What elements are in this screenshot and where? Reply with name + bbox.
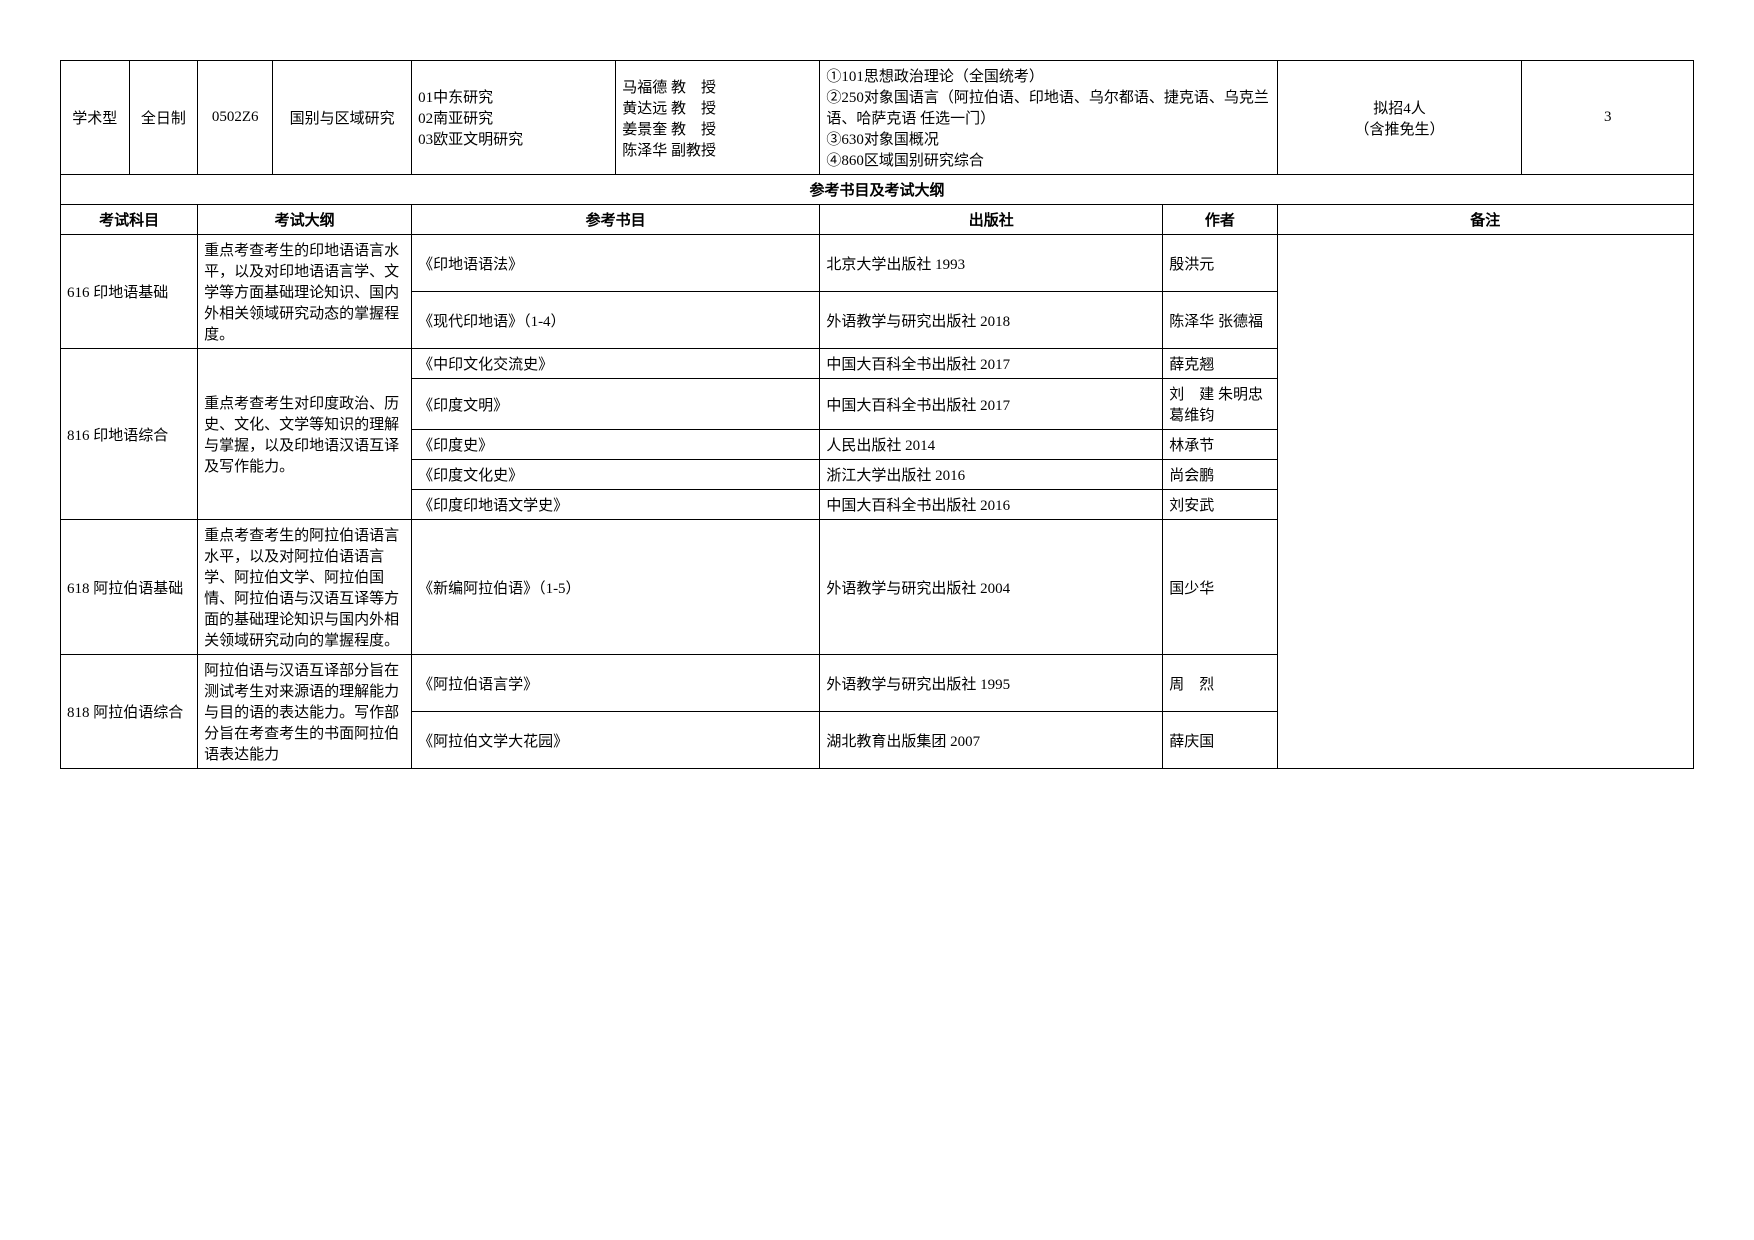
table-row: 616 印地语基础 重点考查考生的印地语语言水平，以及对印地语语言学、文学等方面… (61, 235, 1694, 292)
outline-cell: 阿拉伯语与汉语互译部分旨在测试考生对来源语的理解能力与目的语的表达能力。写作部分… (198, 655, 412, 769)
publisher-cell: 中国大百科全书出版社 2017 (820, 349, 1163, 379)
book-title: 《印度文化史》 (412, 460, 820, 490)
major-code: 0502Z6 (198, 61, 273, 175)
author-cell: 薛庆国 (1163, 712, 1277, 769)
book-title: 《印度印地语文学史》 (412, 490, 820, 520)
author-cell: 国少华 (1163, 520, 1277, 655)
author-cell: 陈泽华 张德福 (1163, 292, 1277, 349)
book-title: 《印度史》 (412, 430, 820, 460)
outline-cell: 重点考查考生对印度政治、历史、文化、文学等知识的理解与掌握，以及印地语汉语互译及… (198, 349, 412, 520)
book-title: 《现代印地语》（1-4） (412, 292, 820, 349)
publisher-cell: 中国大百科全书出版社 2016 (820, 490, 1163, 520)
publisher-cell: 浙江大学出版社 2016 (820, 460, 1163, 490)
section-title: 参考书目及考试大纲 (61, 175, 1694, 205)
author-cell: 刘 建 朱明忠 葛维钧 (1163, 379, 1277, 430)
outline-cell: 重点考查考生的阿拉伯语语言水平，以及对阿拉伯语语言学、阿拉伯文学、阿拉伯国情、阿… (198, 520, 412, 655)
directions: 01中东研究 02南亚研究 03欧亚文明研究 (412, 61, 616, 175)
program-row: 学术型 全日制 0502Z6 国别与区域研究 01中东研究 02南亚研究 03欧… (61, 61, 1694, 175)
subject-cell: 816 印地语综合 (61, 349, 198, 520)
book-title: 《中印文化交流史》 (412, 349, 820, 379)
publisher-cell: 外语教学与研究出版社 2018 (820, 292, 1163, 349)
header-book: 参考书目 (412, 205, 820, 235)
book-title: 《印度文明》 (412, 379, 820, 430)
author-cell: 周 烈 (1163, 655, 1277, 712)
column-header-row: 考试科目 考试大纲 参考书目 出版社 作者 备注 (61, 205, 1694, 235)
publisher-cell: 中国大百科全书出版社 2017 (820, 379, 1163, 430)
book-title: 《阿拉伯文学大花园》 (412, 712, 820, 769)
header-publisher: 出版社 (820, 205, 1163, 235)
subject-cell: 618 阿拉伯语基础 (61, 520, 198, 655)
author-cell: 殷洪元 (1163, 235, 1277, 292)
degree-type: 学术型 (61, 61, 130, 175)
publisher-cell: 外语教学与研究出版社 1995 (820, 655, 1163, 712)
author-cell: 尚会鹏 (1163, 460, 1277, 490)
publisher-cell: 外语教学与研究出版社 2004 (820, 520, 1163, 655)
subject-cell: 818 阿拉伯语综合 (61, 655, 198, 769)
exam-subjects: ①101思想政治理论（全国统考） ②250对象国语言（阿拉伯语、印地语、乌尔都语… (820, 61, 1277, 175)
catalog-table: 学术型 全日制 0502Z6 国别与区域研究 01中东研究 02南亚研究 03欧… (60, 60, 1694, 769)
outline-cell: 重点考查考生的印地语语言水平，以及对印地语语言学、文学等方面基础理论知识、国内外… (198, 235, 412, 349)
book-title: 《新编阿拉伯语》（1-5） (412, 520, 820, 655)
publisher-cell: 湖北教育出版集团 2007 (820, 712, 1163, 769)
section-header-row: 参考书目及考试大纲 (61, 175, 1694, 205)
quota: 拟招4人 （含推免生） (1277, 61, 1522, 175)
book-title: 《阿拉伯语言学》 (412, 655, 820, 712)
publisher-cell: 北京大学出版社 1993 (820, 235, 1163, 292)
header-subject: 考试科目 (61, 205, 198, 235)
advisors: 马福德 教 授 黄达远 教 授 姜景奎 教 授 陈泽华 副教授 (616, 61, 820, 175)
subject-cell: 616 印地语基础 (61, 235, 198, 349)
book-title: 《印地语语法》 (412, 235, 820, 292)
note-cell (1277, 235, 1693, 769)
author-cell: 薛克翘 (1163, 349, 1277, 379)
major-name: 国别与区域研究 (273, 61, 412, 175)
header-note: 备注 (1277, 205, 1693, 235)
years: 3 (1522, 61, 1694, 175)
header-outline: 考试大纲 (198, 205, 412, 235)
study-mode: 全日制 (129, 61, 198, 175)
author-cell: 林承节 (1163, 430, 1277, 460)
header-author: 作者 (1163, 205, 1277, 235)
publisher-cell: 人民出版社 2014 (820, 430, 1163, 460)
author-cell: 刘安武 (1163, 490, 1277, 520)
